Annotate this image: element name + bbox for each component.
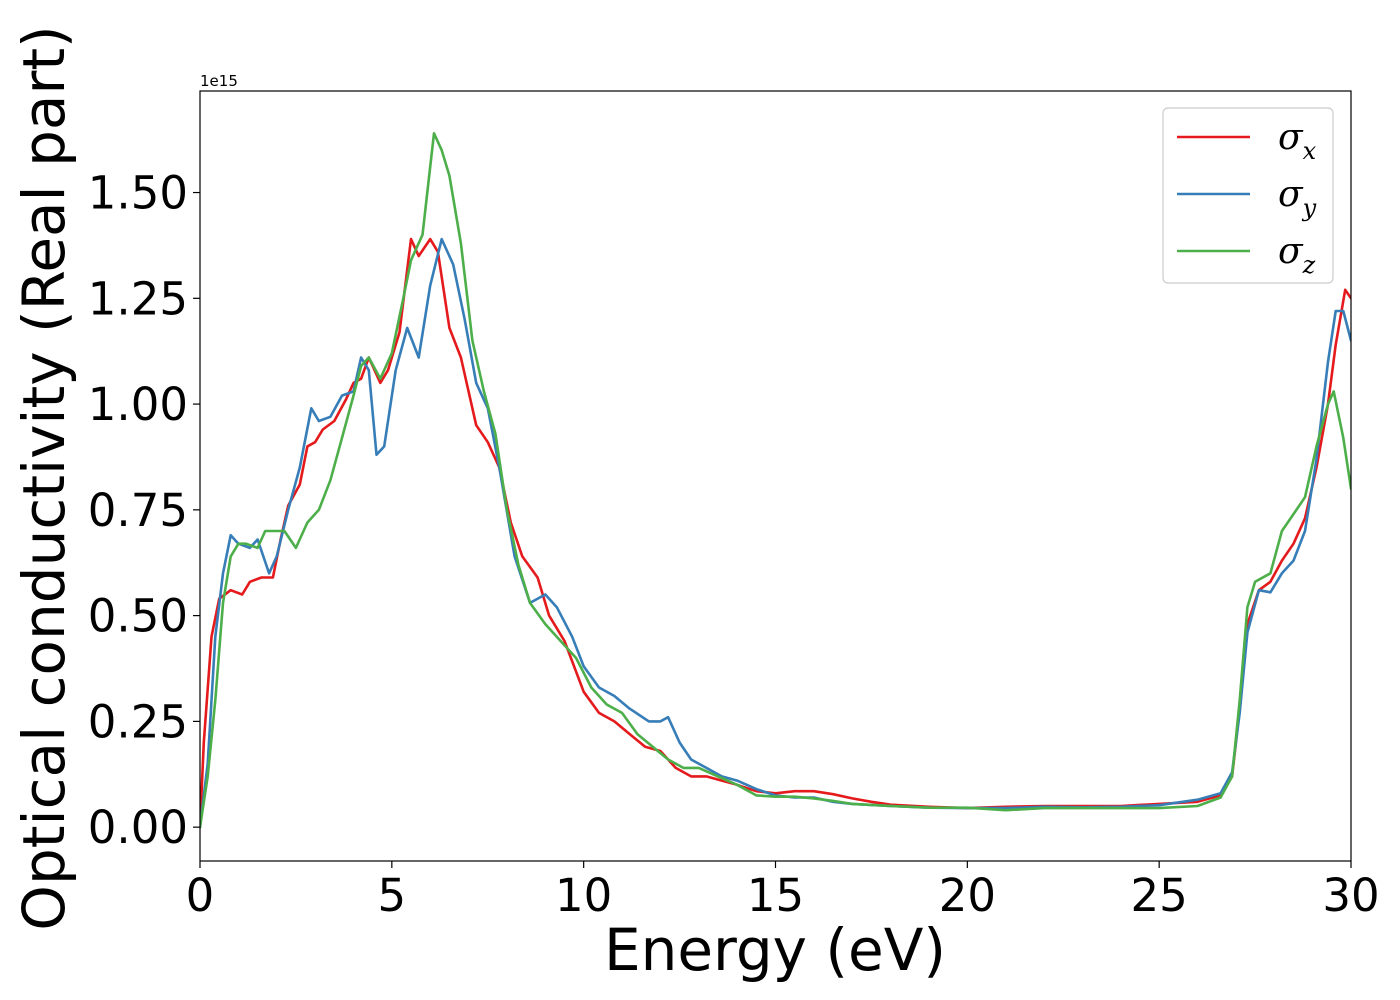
y-offset-text: 1e15 bbox=[200, 72, 238, 90]
y-tick-label: 1.50 bbox=[88, 167, 188, 220]
y-tick-label: 0.50 bbox=[88, 590, 188, 643]
legend-box bbox=[1162, 107, 1334, 284]
y-axis-title: Optical conductivity (Real part) bbox=[10, 25, 78, 930]
x-axis: 0 5 10 15 20 25 30 bbox=[186, 861, 1380, 922]
x-tick-label: 0 bbox=[186, 869, 215, 922]
series-line-z bbox=[200, 132, 1351, 829]
series-line-x bbox=[200, 237, 1351, 829]
x-tick-label: 20 bbox=[939, 869, 996, 922]
y-tick-label: 0.00 bbox=[88, 801, 188, 854]
series-line-y bbox=[200, 237, 1351, 829]
y-tick-label: 0.25 bbox=[88, 695, 188, 748]
series-layer bbox=[200, 132, 1351, 829]
y-tick-label: 1.00 bbox=[88, 378, 188, 431]
y-tick-label: 1.25 bbox=[88, 272, 188, 325]
x-tick-label: 10 bbox=[555, 869, 612, 922]
x-tick-label: 30 bbox=[1322, 869, 1379, 922]
y-axis: 0.00 0.25 0.50 0.75 1.00 1.25 1.50 bbox=[88, 167, 200, 854]
x-tick-label: 15 bbox=[747, 869, 804, 922]
x-axis-title: Energy (eV) bbox=[604, 916, 946, 984]
legend-label-z: σz bbox=[1278, 231, 1316, 279]
y-tick-label: 0.75 bbox=[88, 484, 188, 537]
x-tick-label: 5 bbox=[378, 869, 407, 922]
x-tick-label: 25 bbox=[1131, 869, 1188, 922]
